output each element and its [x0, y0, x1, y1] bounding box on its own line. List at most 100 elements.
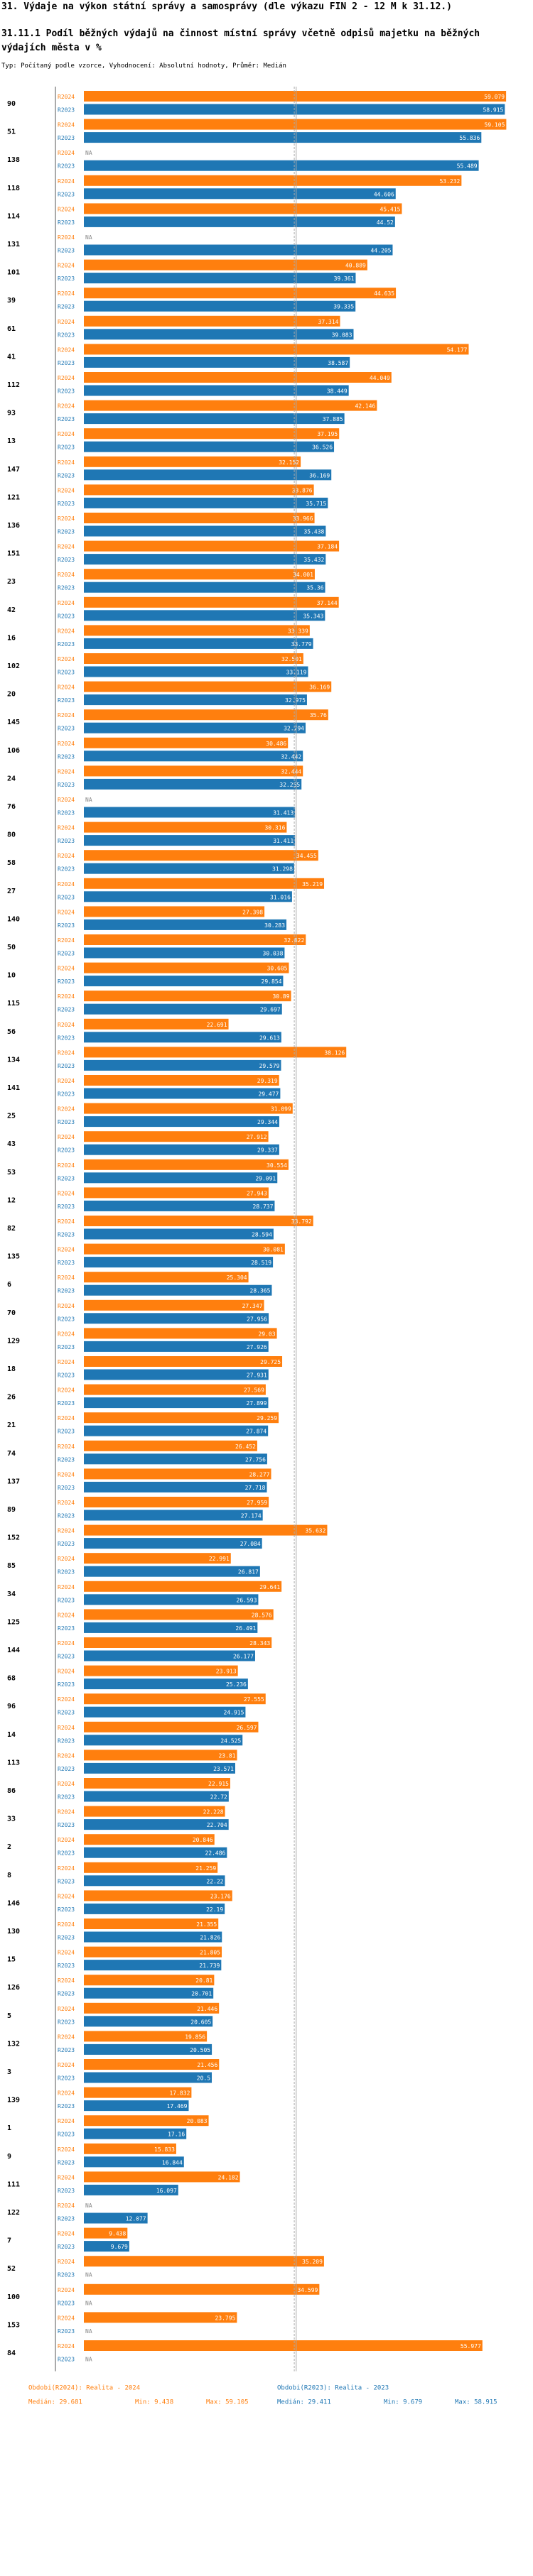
data-label: 24.525 — [220, 1737, 241, 1744]
category-label: 51 — [7, 129, 16, 136]
bar-r2023 — [84, 638, 313, 649]
data-label: 29.579 — [259, 1063, 280, 1069]
series-label: R2023 — [58, 107, 75, 114]
category-label: 58 — [7, 859, 16, 867]
category-label: 43 — [7, 1140, 16, 1148]
bar-r2023 — [84, 2100, 189, 2112]
series-label: R2024 — [58, 600, 75, 606]
data-label: 27.874 — [246, 1429, 266, 1435]
bar-r2023 — [84, 1003, 282, 1015]
bar-r2024 — [84, 2256, 324, 2267]
bar-r2024 — [84, 1047, 347, 1058]
series-label: R2024 — [58, 2146, 75, 2153]
series-label: R2024 — [58, 1781, 75, 1787]
series-label: R2024 — [58, 909, 75, 915]
bar-r2024 — [84, 2059, 220, 2070]
bar-r2024 — [84, 1778, 230, 1789]
data-label: 23.795 — [215, 2315, 235, 2321]
bar-r2023 — [84, 554, 326, 565]
bar-r2024 — [84, 1187, 269, 1199]
data-label: 39.361 — [334, 275, 355, 282]
bar-r2023 — [84, 891, 292, 902]
category-label: 33 — [7, 1816, 16, 1823]
series-label: R2023 — [58, 1963, 75, 1969]
series-label: R2024 — [58, 544, 75, 550]
category-label: 12 — [7, 1196, 16, 1204]
data-label: 22.19 — [206, 1906, 223, 1913]
category-label: 89 — [7, 1506, 16, 1514]
data-label: 37.314 — [318, 319, 339, 325]
series-label: R2024 — [58, 263, 75, 269]
bar-r2023 — [84, 1200, 275, 1211]
bar-r2024 — [84, 372, 392, 383]
bar-r2023 — [84, 132, 482, 143]
data-label: 29.344 — [257, 1119, 278, 1125]
series-label: R2024 — [58, 150, 75, 156]
series-label: R2023 — [58, 388, 75, 395]
series-label: R2024 — [58, 993, 75, 1000]
data-label: 27.912 — [247, 1134, 267, 1140]
bar-r2023 — [84, 2072, 212, 2083]
data-label: 26.177 — [233, 1654, 254, 1660]
bar-r2023 — [84, 1819, 229, 1830]
series-label: R2023 — [58, 1204, 75, 1210]
category-label: 2 — [7, 1843, 11, 1851]
data-label: 21.259 — [195, 1865, 216, 1872]
bar-r2024 — [84, 1159, 289, 1170]
series-label: R2023 — [58, 2159, 75, 2166]
series-label: R2023 — [58, 1991, 75, 1997]
series-label: R2024 — [58, 346, 75, 353]
data-label: 29.613 — [259, 1035, 280, 1041]
bar-r2023 — [84, 778, 302, 790]
series-label: R2023 — [58, 2244, 75, 2250]
data-label: 34.599 — [297, 2287, 318, 2293]
series-label: R2023 — [58, 163, 75, 170]
bar-r2023 — [84, 1706, 246, 1718]
bar-r2024 — [84, 288, 397, 299]
bar-r2024 — [84, 850, 318, 861]
series-label: R2024 — [58, 1387, 75, 1394]
bar-r2023 — [84, 356, 350, 368]
series-label: R2023 — [58, 670, 75, 676]
series-label: R2024 — [58, 1612, 75, 1618]
bar-r2023 — [84, 1397, 269, 1409]
bar-r2024 — [84, 1356, 283, 1367]
series-label: R2023 — [58, 1850, 75, 1857]
series-label: R2023 — [58, 2103, 75, 2110]
category-label: 137 — [7, 1478, 20, 1485]
na-label: NA — [85, 2272, 92, 2278]
data-label: 23.913 — [216, 1669, 237, 1675]
bar-r2024 — [84, 1299, 264, 1311]
series-label: R2023 — [58, 2357, 75, 2363]
series-label: R2024 — [58, 966, 75, 972]
data-label: 24.915 — [224, 1710, 244, 1716]
series-label: R2024 — [58, 94, 75, 100]
data-label: 35.76 — [310, 712, 327, 719]
data-label: 35.219 — [302, 881, 323, 888]
data-label: 44.606 — [374, 191, 394, 197]
na-label: NA — [85, 2203, 92, 2209]
data-label: 27.555 — [244, 1696, 264, 1703]
data-label: 29.641 — [259, 1584, 280, 1590]
bar-r2024 — [84, 513, 315, 523]
data-label: 32.152 — [279, 459, 299, 466]
series-label: R2023 — [58, 1878, 75, 1884]
data-label: 20.083 — [187, 2118, 208, 2124]
data-label: 26.452 — [235, 1443, 256, 1450]
series-label: R2023 — [58, 1822, 75, 1828]
series-label: R2023 — [58, 1710, 75, 1716]
data-label: 22.486 — [205, 1850, 225, 1857]
series-label: R2023 — [58, 951, 75, 957]
series-label: R2024 — [58, 628, 75, 634]
data-label: 29.725 — [260, 1359, 281, 1365]
category-label: 153 — [7, 2321, 20, 2329]
series-label: R2024 — [58, 1977, 75, 1984]
bar-r2023 — [84, 835, 296, 846]
bar-r2024 — [84, 878, 325, 889]
data-label: 32.444 — [281, 768, 301, 775]
category-label: 125 — [7, 1618, 20, 1626]
category-label: 18 — [7, 1365, 16, 1373]
data-label: 44.52 — [377, 219, 394, 226]
series-label: R2024 — [58, 1556, 75, 1562]
data-label: 37.195 — [317, 431, 338, 437]
